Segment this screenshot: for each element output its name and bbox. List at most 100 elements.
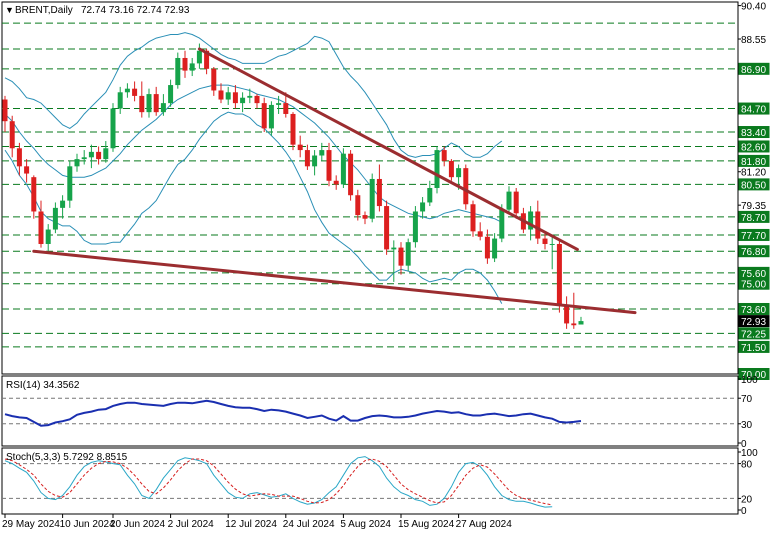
- price-tick-label: 73.60: [741, 305, 766, 316]
- stoch-tick-label: 20: [741, 494, 753, 505]
- price-tick-label: 72.25: [741, 329, 766, 340]
- stoch-title: Stoch(5,3,3) 5.7292 8.8515: [6, 452, 128, 463]
- candle-body: [189, 63, 195, 71]
- candle-body: [96, 151, 102, 160]
- candle-body: [2, 99, 8, 122]
- candle-body: [139, 95, 145, 113]
- trendlines: [32, 47, 637, 315]
- candle-body: [484, 236, 490, 259]
- price-badge: [738, 154, 770, 167]
- candle-body: [499, 209, 505, 239]
- candle-body: [31, 177, 37, 212]
- candle-body: [225, 92, 231, 100]
- trendline: [32, 249, 637, 315]
- price-tick-label: 79.35: [741, 201, 766, 212]
- time-tick-label: 27 Aug 2024: [456, 519, 513, 530]
- candle-body: [290, 113, 296, 145]
- time-tick-label: 29 May 2024: [2, 519, 60, 530]
- candle-body: [88, 151, 94, 158]
- candle-body: [146, 94, 152, 113]
- candle-body: [348, 153, 354, 196]
- candle-body: [268, 104, 274, 129]
- candle-body: [326, 150, 332, 181]
- price-badge: [738, 228, 770, 241]
- price-tick-label: 80.50: [741, 180, 766, 191]
- candle-body: [319, 150, 325, 156]
- time-tick-label: 10 Jun 2024: [60, 519, 115, 530]
- price-tick-label: 70.00: [741, 370, 766, 381]
- stoch-tick-label: 0: [741, 506, 747, 517]
- candle-body: [204, 50, 210, 69]
- price-badge: [738, 62, 770, 75]
- price-tick-label: 72.93: [741, 317, 766, 328]
- candle-body: [376, 178, 382, 207]
- bollinger-upper-line: [4, 32, 503, 158]
- candle-body: [362, 215, 368, 219]
- candle-body: [9, 121, 15, 149]
- candle-body: [528, 211, 534, 230]
- candle-body: [312, 155, 318, 167]
- candle-body: [391, 247, 397, 250]
- price-tick-label: 88.55: [741, 35, 766, 46]
- time-tick-label: 20 Jun 2024: [110, 519, 165, 530]
- price-tick-label: 81.80: [741, 157, 766, 168]
- candle-body: [355, 195, 361, 216]
- candle-body: [412, 211, 418, 243]
- candle-body: [247, 95, 253, 98]
- candle-body: [304, 150, 310, 167]
- candle-body: [398, 247, 404, 266]
- candle-body: [434, 150, 440, 188]
- candle-body: [117, 92, 123, 109]
- candle-body: [81, 157, 87, 160]
- candle-body: [232, 92, 238, 104]
- candle-body: [153, 94, 159, 113]
- price-tick-label: 71.50: [741, 343, 766, 354]
- symbol-label: BRENT,Daily: [15, 5, 73, 16]
- rsi-tick-label: 100: [741, 375, 758, 386]
- price-tick-label: 76.80: [741, 247, 766, 258]
- candle-body: [340, 153, 346, 185]
- candle-body: [405, 242, 411, 266]
- candle-body: [297, 144, 303, 151]
- candle-body: [448, 160, 454, 178]
- rsi-line-main: [4, 399, 582, 427]
- rsi-panel: [1, 375, 739, 447]
- candle-body: [196, 50, 202, 64]
- rsi-tick-label: 70: [741, 394, 753, 405]
- stoch-tick-label: 80: [741, 460, 753, 471]
- candle-body: [549, 243, 555, 245]
- candle-body: [261, 103, 267, 129]
- price-badge: [738, 102, 770, 115]
- price-tick-label: 77.70: [741, 231, 766, 242]
- rsi-indicator: 100 70 30 0: [2, 375, 758, 450]
- price-badge: [738, 178, 770, 191]
- candle-body: [182, 57, 188, 71]
- time-tick-label: 12 Jul 2024: [225, 519, 277, 530]
- candle-body: [492, 238, 498, 259]
- price-tick-label: 75.60: [741, 269, 766, 280]
- candle-body: [506, 191, 512, 210]
- price-badge: [738, 302, 770, 315]
- candle-body: [441, 150, 447, 161]
- collapse-arrow-icon[interactable]: ▼: [5, 5, 14, 15]
- candle-body: [456, 168, 462, 178]
- candle-body: [160, 103, 166, 113]
- candle-body: [24, 166, 30, 174]
- candle-body: [67, 166, 73, 201]
- price-badge: [738, 340, 770, 353]
- candle-body: [578, 321, 584, 325]
- candle-body: [16, 148, 22, 167]
- candle-body: [52, 207, 58, 230]
- price-tick-label: 84.70: [741, 105, 766, 116]
- price-tick-label: 83.40: [741, 128, 766, 139]
- candle-body: [240, 97, 246, 104]
- bollinger-bands: [4, 32, 503, 304]
- price-tick-label: 90.40: [741, 2, 766, 13]
- price-badge: [738, 140, 770, 153]
- price-badge: [738, 368, 770, 380]
- candle-body: [38, 211, 44, 244]
- trendline: [197, 47, 579, 251]
- time-tick-label: 2 Jul 2024: [168, 519, 215, 530]
- price-tick-label: 75.00: [741, 280, 766, 291]
